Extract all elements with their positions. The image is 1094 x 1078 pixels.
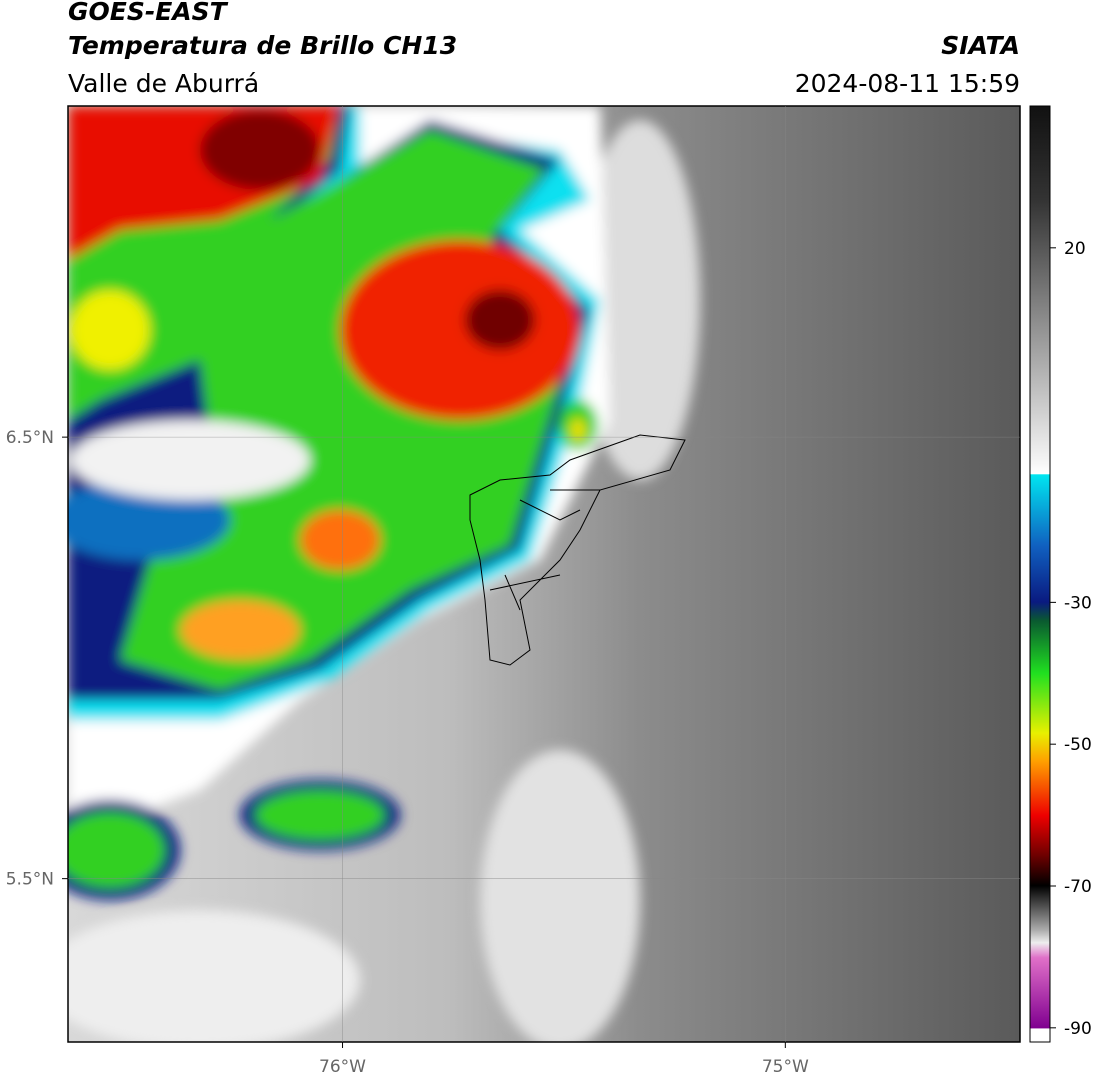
- region: Valle de Aburrá: [68, 69, 259, 98]
- x-tick-label: 75°W: [762, 1057, 809, 1077]
- colorbar: [1029, 105, 1051, 1043]
- colorbar-tick-label: -70: [1064, 877, 1092, 897]
- map-frame: [67, 105, 1021, 1043]
- colorbar-tick-label: -50: [1064, 735, 1092, 755]
- x-tick-label: 76°W: [319, 1057, 366, 1077]
- y-tick-label: 5.5°N: [6, 870, 54, 890]
- product: Temperatura de Brillo CH13: [68, 31, 457, 60]
- colorbar-tick-label: -30: [1064, 593, 1092, 613]
- satellite-image: [68, 106, 1020, 1042]
- colorbar-tick-label: -90: [1064, 1019, 1092, 1039]
- datetime: 2024-08-11 15:59: [795, 69, 1020, 98]
- y-tick-label: 6.5°N: [6, 428, 54, 448]
- satellite: GOES-EAST: [68, 0, 229, 26]
- colorbar-tick-label: 20: [1064, 239, 1086, 259]
- agency: SIATA: [941, 31, 1020, 60]
